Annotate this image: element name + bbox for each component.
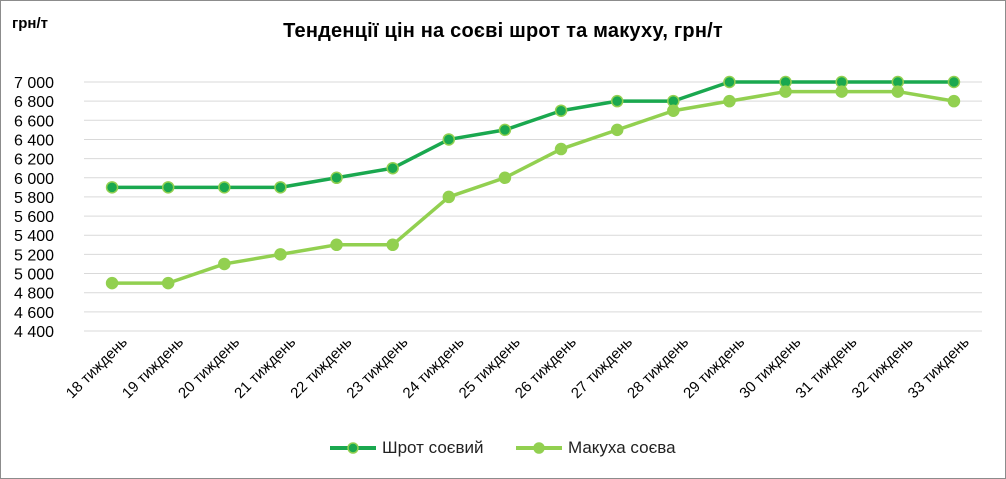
data-point	[835, 85, 848, 98]
y-tick-label: 5 400	[14, 228, 54, 245]
data-point	[891, 85, 905, 98]
data-point	[610, 94, 624, 108]
data-point	[723, 94, 736, 108]
y-tick-label: 5 600	[14, 209, 54, 226]
legend: Шрот соєвий Макуха соєва	[0, 437, 1006, 459]
data-point	[610, 123, 624, 137]
data-point	[330, 171, 343, 185]
y-tick-label: 7 000	[14, 75, 54, 92]
data-point	[274, 248, 287, 261]
data-point	[442, 190, 456, 204]
legend-item-series-2: Макуха соєва	[516, 437, 676, 459]
data-point	[947, 75, 961, 89]
y-tick-label: 6 000	[14, 171, 54, 188]
data-point	[947, 94, 961, 108]
legend-label-series-2: Макуха соєва	[568, 438, 676, 457]
y-tick-label: 5 000	[14, 267, 54, 284]
series-line-2	[112, 89, 955, 285]
data-point	[161, 276, 175, 290]
data-point	[218, 181, 231, 194]
data-point	[667, 104, 680, 117]
data-point	[442, 133, 456, 146]
y-tick-label: 4 400	[14, 324, 54, 341]
data-point	[218, 257, 231, 271]
chart-title: Тенденції цін на соєві шрот та макуху, г…	[283, 20, 723, 42]
data-point	[105, 276, 119, 290]
series-line-1	[112, 80, 954, 190]
data-point	[554, 142, 568, 156]
y-tick-label: 6 400	[14, 132, 54, 149]
legend-item-series-1: Шрот соєвий	[330, 437, 483, 459]
legend-marker-series-2	[516, 442, 562, 454]
data-point	[386, 238, 399, 252]
data-point	[723, 75, 736, 89]
data-point	[105, 181, 119, 194]
data-point	[779, 85, 792, 98]
data-point	[386, 161, 399, 175]
y-unit-label: грн/т	[12, 15, 48, 32]
data-point	[498, 171, 512, 185]
data-point	[554, 104, 568, 117]
data-point	[274, 181, 287, 194]
y-tick-label: 5 800	[14, 190, 54, 207]
data-point	[161, 181, 175, 194]
y-tick-label: 4 600	[14, 305, 54, 322]
x-tick-label: 33 тиждень	[905, 334, 973, 402]
data-point	[498, 123, 512, 137]
y-tick-label: 5 200	[14, 247, 54, 264]
legend-marker-series-1	[330, 442, 376, 454]
y-tick-label: 4 800	[14, 286, 54, 303]
data-point	[330, 238, 343, 252]
y-tick-label: 6 200	[14, 152, 54, 169]
legend-label-series-1: Шрот соєвий	[382, 438, 484, 457]
y-tick-label: 6 600	[14, 113, 54, 130]
y-tick-label: 6 800	[14, 94, 54, 111]
